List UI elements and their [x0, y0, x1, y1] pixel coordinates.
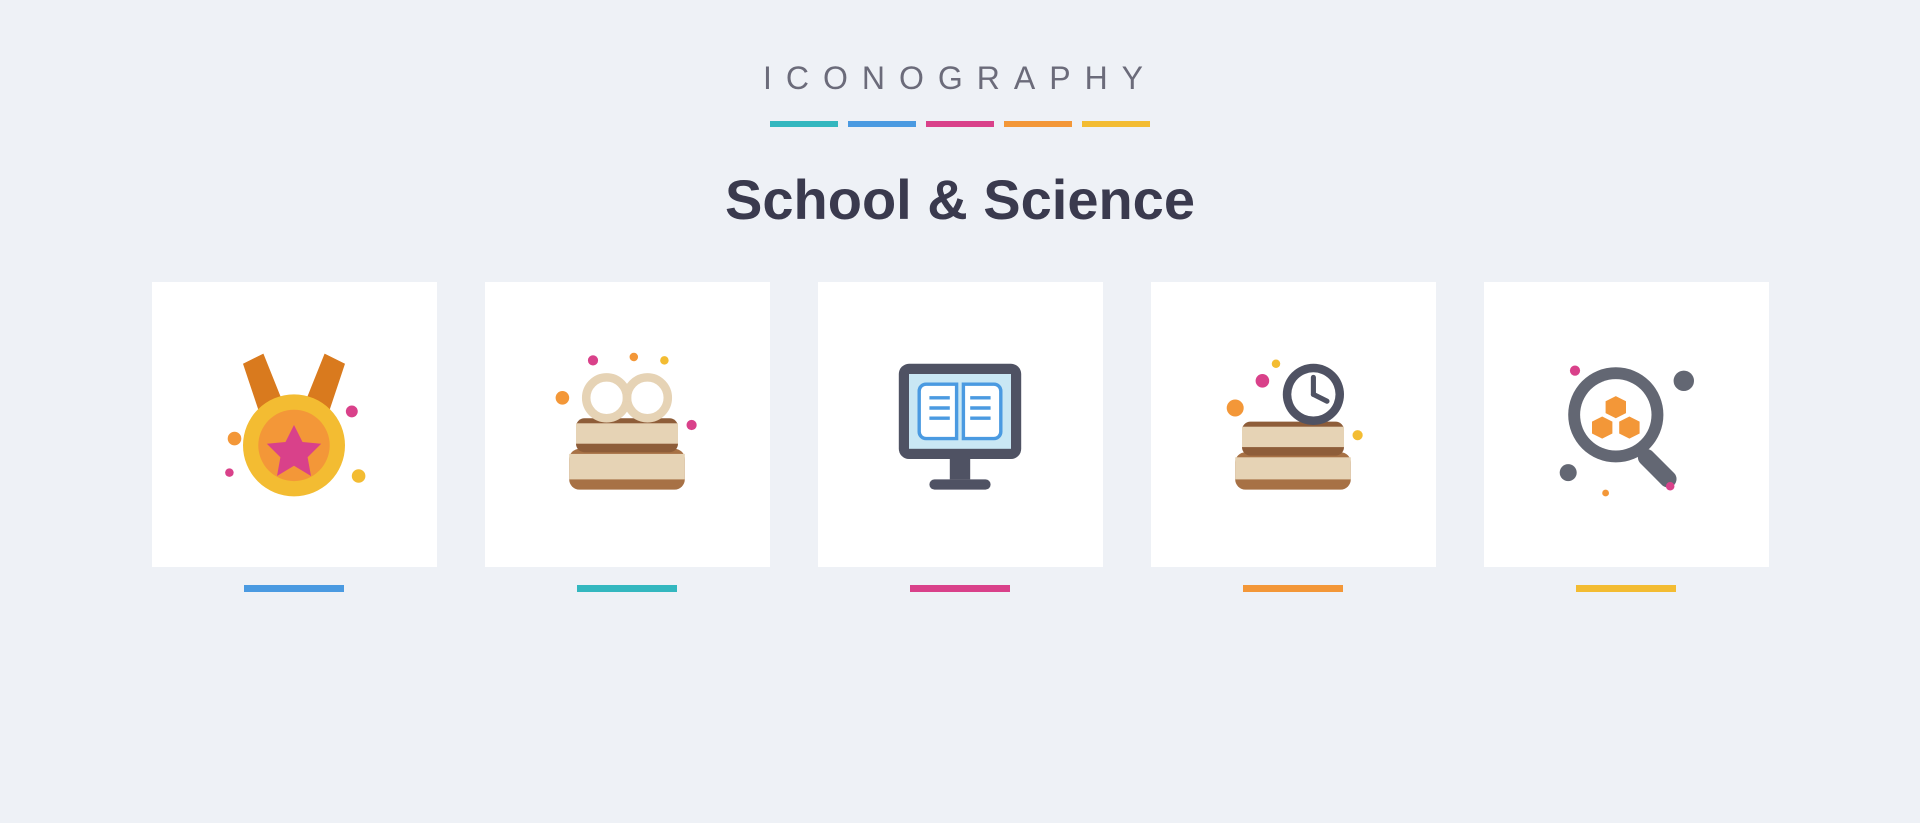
accent-bars	[725, 121, 1195, 127]
card-underline	[577, 585, 677, 592]
icon-grid	[82, 282, 1839, 592]
accent-bar-blue	[848, 121, 916, 127]
card-underline	[1243, 585, 1343, 592]
medal-icon	[209, 340, 379, 510]
accent-bar-orange	[1004, 121, 1072, 127]
magnify-cells-icon	[1541, 340, 1711, 510]
icon-tile	[1151, 282, 1436, 567]
brand-wordmark: ICONOGRAPHY	[725, 60, 1195, 97]
icon-card-magnify-cells	[1484, 282, 1769, 592]
icon-tile	[485, 282, 770, 567]
accent-bar-pink	[926, 121, 994, 127]
card-underline	[910, 585, 1010, 592]
icon-tile	[1484, 282, 1769, 567]
accent-bar-yellow	[1082, 121, 1150, 127]
icon-tile	[818, 282, 1103, 567]
icon-card-medal	[152, 282, 437, 592]
study-time-icon	[1208, 340, 1378, 510]
icon-card-study-time	[1151, 282, 1436, 592]
card-underline	[244, 585, 344, 592]
icon-tile	[152, 282, 437, 567]
card-underline	[1576, 585, 1676, 592]
elearning-icon	[875, 340, 1045, 510]
books-glasses-icon	[542, 340, 712, 510]
accent-bar-teal	[770, 121, 838, 127]
header: ICONOGRAPHY School & Science	[725, 60, 1195, 232]
page-title: School & Science	[725, 167, 1195, 232]
icon-card-books-glasses	[485, 282, 770, 592]
icon-card-elearning	[818, 282, 1103, 592]
